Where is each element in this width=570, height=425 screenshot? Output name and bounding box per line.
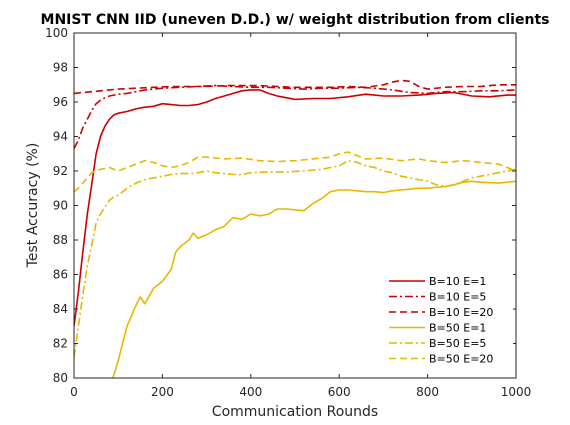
y-tick-label: 84 [53, 302, 68, 316]
legend-label: B=10 E=1 [429, 275, 486, 288]
legend-box [385, 270, 513, 369]
y-tick-label: 96 [53, 95, 68, 109]
x-axis-label: Communication Rounds [212, 404, 378, 420]
series-line-4 [112, 180, 516, 378]
series-line-6 [74, 151, 516, 193]
series-line-5 [74, 159, 516, 358]
x-tick-label: 1000 [501, 385, 532, 399]
legend-label: B=50 E=1 [429, 322, 486, 335]
x-tick-label: 800 [416, 385, 439, 399]
series-group [74, 79, 516, 378]
y-tick-label: 94 [53, 130, 68, 144]
y-tick-label: 88 [53, 233, 68, 247]
legend-label: B=50 E=5 [429, 337, 486, 350]
y-axis-label: Test Accuracy (%) [25, 143, 41, 269]
y-tick-label: 92 [53, 164, 68, 178]
x-tick-label: 0 [70, 385, 78, 399]
series-line-3 [74, 79, 516, 95]
x-tick-label: 200 [151, 385, 174, 399]
y-tick-label: 98 [53, 61, 68, 75]
series-line-1 [74, 89, 516, 327]
chart-title: MNIST CNN IID (uneven D.D.) w/ weight di… [41, 12, 550, 28]
y-tick-label: 86 [53, 268, 68, 282]
x-tick-label: 400 [239, 385, 262, 399]
series-line-2 [74, 84, 516, 149]
legend: B=10 E=1 B=10 E=5 B=10 E=20 B=50 E=1 B=50 E=… [385, 270, 513, 369]
y-tick-label: 90 [53, 199, 68, 213]
y-tick-label: 100 [45, 26, 68, 40]
y-tick-label: 80 [53, 371, 68, 385]
legend-label: B=50 E=20 [429, 353, 493, 366]
x-tick-label: 600 [328, 385, 351, 399]
y-tick-label: 82 [53, 337, 68, 351]
legend-label: B=10 E=20 [429, 306, 493, 319]
plot-area: 0 200 400 600 800 1000 80 82 84 86 88 90 92 94 96 98 100 [45, 26, 531, 399]
legend-label: B=10 E=5 [429, 291, 486, 304]
